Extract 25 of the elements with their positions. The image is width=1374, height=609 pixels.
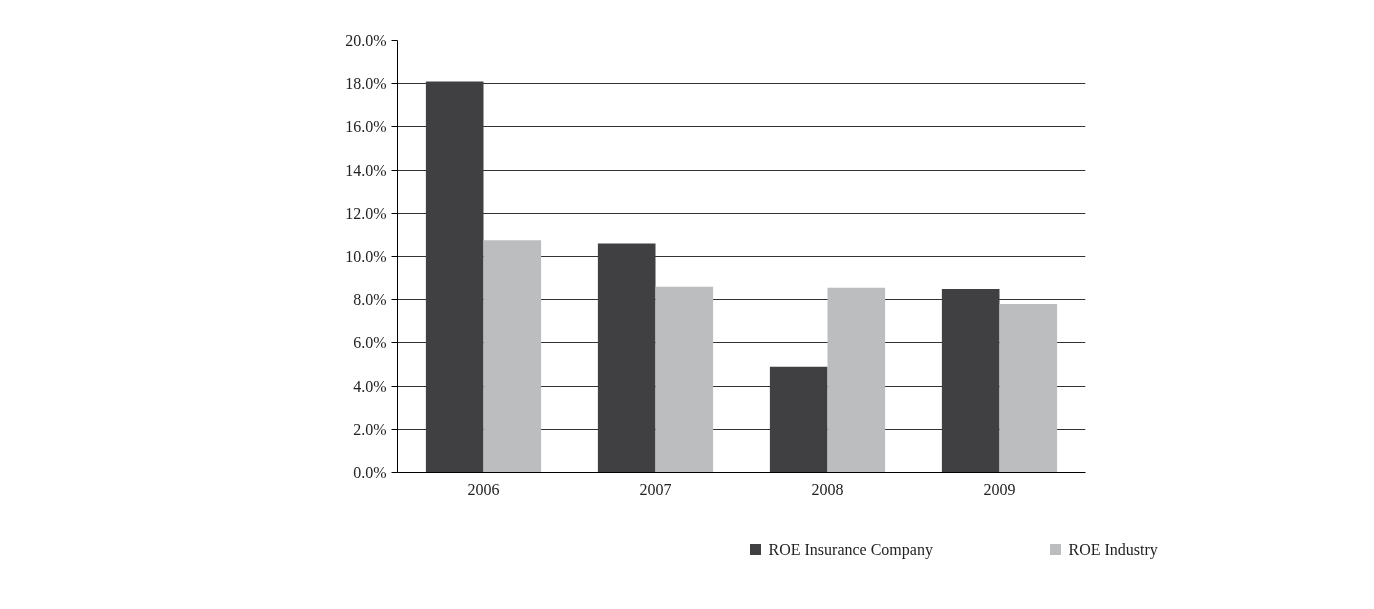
bar <box>827 287 886 473</box>
legend-label: ROE Industry <box>1068 541 1158 559</box>
bar <box>769 366 828 473</box>
y-tick-label: 12.0% <box>345 204 387 222</box>
x-tick-label: 2007 <box>639 480 672 498</box>
x-tick-label: 2009 <box>983 480 1016 498</box>
legend-label: ROE Insurance Company <box>768 541 933 559</box>
bar <box>597 243 656 473</box>
x-tick-label: 2006 <box>467 480 500 498</box>
bar <box>425 81 484 473</box>
y-tick-label: 2.0% <box>353 420 387 438</box>
bar <box>483 240 542 473</box>
y-tick-label: 18.0% <box>345 75 387 93</box>
x-tick-label: 2008 <box>811 480 844 498</box>
bar <box>999 304 1058 473</box>
y-tick-label: 6.0% <box>353 334 387 352</box>
y-tick-label: 4.0% <box>353 377 387 395</box>
bar <box>655 286 714 473</box>
bar <box>941 288 1000 473</box>
y-tick-label: 0.0% <box>353 464 387 481</box>
y-tick-label: 16.0% <box>345 118 387 136</box>
y-tick-label: 14.0% <box>345 161 387 179</box>
y-tick-label: 8.0% <box>353 291 387 309</box>
y-tick-label: 20.0% <box>345 32 387 49</box>
y-tick-label: 10.0% <box>345 248 387 265</box>
